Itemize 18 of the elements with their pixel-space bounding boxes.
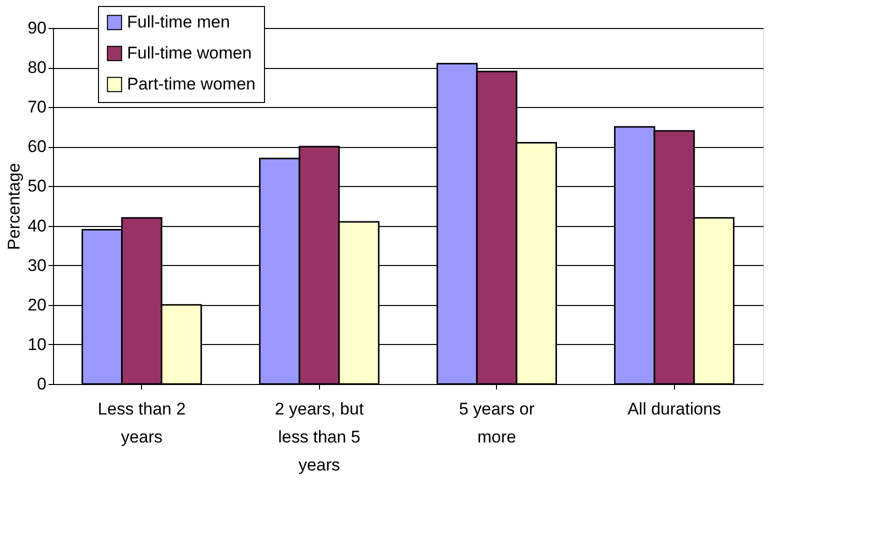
legend-label: Part-time women xyxy=(127,74,256,94)
x-tick-label: All durations xyxy=(627,400,722,418)
legend-label: Full-time women xyxy=(127,44,252,62)
x-tick-label: 5 years or more xyxy=(458,400,535,446)
y-tick-label: 70 xyxy=(28,98,46,117)
y-tick-label: 80 xyxy=(28,58,46,78)
y-tick-label: 30 xyxy=(28,256,46,275)
y-tick-label: 90 xyxy=(28,18,46,38)
y-tick-label: 50 xyxy=(28,176,46,196)
y-tick-label: 60 xyxy=(28,137,46,156)
x-tick-label: Less than 2 years xyxy=(98,400,186,446)
legend-label: Full-time men xyxy=(127,12,230,32)
y-tick-label: 0 xyxy=(37,374,46,394)
y-tick-label: 20 xyxy=(28,295,46,314)
y-axis-title: Percentage xyxy=(4,163,24,250)
y-tick-label: 10 xyxy=(28,334,46,354)
x-tick-label: 2 years, but less than 5 years xyxy=(274,400,364,474)
y-tick-label: 40 xyxy=(28,216,46,236)
